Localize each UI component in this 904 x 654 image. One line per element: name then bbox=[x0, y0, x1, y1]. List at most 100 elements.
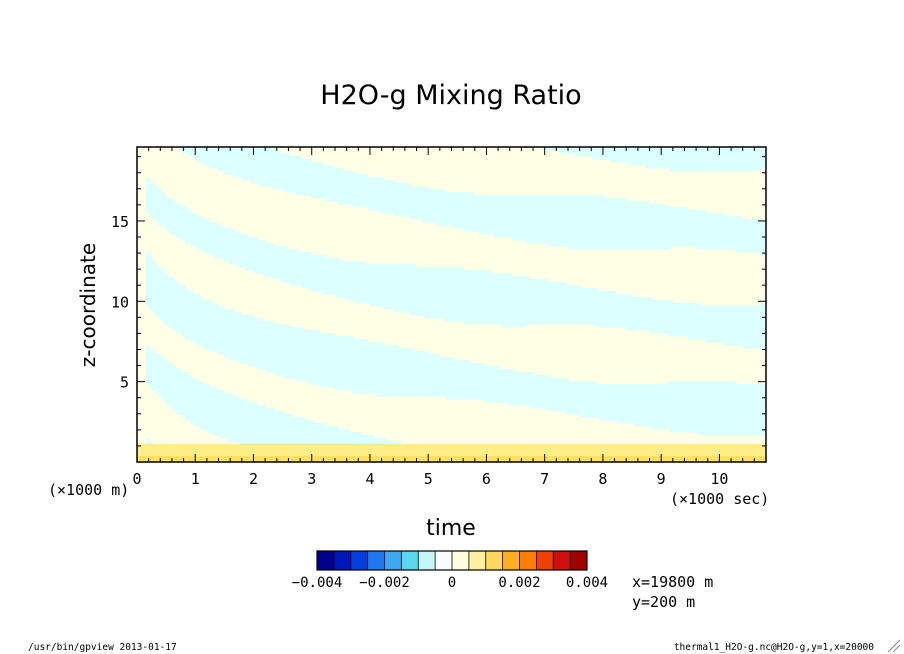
field-cell bbox=[256, 252, 261, 256]
field-cell bbox=[658, 231, 662, 235]
field-cell bbox=[658, 240, 662, 244]
field-cell bbox=[592, 204, 596, 208]
field-cell bbox=[157, 276, 162, 280]
field-cell bbox=[562, 231, 566, 235]
field-cell bbox=[499, 228, 504, 232]
field-cell bbox=[157, 303, 162, 307]
field-cell bbox=[349, 261, 354, 265]
field-cell bbox=[469, 303, 474, 307]
field-cell bbox=[721, 225, 725, 229]
field-cell bbox=[487, 228, 492, 232]
field-cell bbox=[511, 297, 515, 301]
field-cell bbox=[568, 228, 572, 232]
field-cell bbox=[148, 300, 153, 304]
field-cell bbox=[208, 243, 213, 247]
field-cell bbox=[160, 222, 165, 226]
field-cell bbox=[709, 222, 713, 226]
field-cell bbox=[481, 210, 486, 214]
field-cell bbox=[361, 186, 366, 190]
field-cell bbox=[271, 258, 276, 262]
field-cell bbox=[592, 237, 596, 241]
field-cell bbox=[331, 168, 336, 172]
field-cell bbox=[613, 243, 617, 247]
field-cell bbox=[247, 171, 252, 175]
field-cell bbox=[628, 243, 632, 247]
field-cell bbox=[634, 219, 638, 223]
field-cell bbox=[439, 210, 444, 214]
field-cell bbox=[529, 225, 533, 229]
field-cell bbox=[574, 204, 578, 208]
field-cell bbox=[544, 279, 548, 283]
field-cell bbox=[571, 216, 575, 220]
field-cell bbox=[679, 168, 683, 172]
field-cell bbox=[580, 243, 584, 247]
field-cell bbox=[145, 189, 150, 193]
field-cell bbox=[478, 285, 483, 289]
field-cell bbox=[523, 222, 527, 226]
field-cell bbox=[493, 213, 498, 217]
field-cell bbox=[535, 210, 539, 214]
field-cell bbox=[148, 273, 153, 277]
field-cell bbox=[541, 285, 545, 289]
field-cell bbox=[202, 300, 207, 304]
field-cell bbox=[214, 303, 219, 307]
field-cell bbox=[400, 267, 405, 271]
field-cell bbox=[235, 258, 240, 262]
field-cell bbox=[244, 261, 249, 265]
field-cell bbox=[211, 150, 216, 154]
field-cell bbox=[145, 186, 150, 190]
field-cell bbox=[430, 288, 435, 292]
field-cell bbox=[298, 273, 303, 277]
field-cell bbox=[634, 159, 638, 163]
field-cell bbox=[595, 147, 599, 151]
field-cell bbox=[685, 240, 689, 244]
field-cell bbox=[706, 150, 710, 154]
field-cell bbox=[403, 291, 408, 295]
field-cell bbox=[505, 201, 510, 205]
field-cell bbox=[406, 285, 411, 289]
field-cell bbox=[193, 234, 198, 238]
field-cell bbox=[289, 189, 294, 193]
field-cell bbox=[697, 246, 701, 250]
field-cell bbox=[286, 276, 291, 280]
field-cell bbox=[307, 171, 312, 175]
field-cell bbox=[448, 297, 453, 301]
field-cell bbox=[469, 282, 474, 286]
field-cell bbox=[529, 213, 533, 217]
field-cell bbox=[286, 165, 291, 169]
field-cell bbox=[145, 279, 150, 283]
field-cell bbox=[253, 261, 258, 265]
field-cell bbox=[721, 219, 725, 223]
field-cell bbox=[562, 234, 566, 238]
field-cell bbox=[187, 294, 192, 298]
field-cell bbox=[535, 303, 539, 307]
field-cell bbox=[238, 147, 243, 151]
field-cell bbox=[196, 231, 201, 235]
field-cell bbox=[277, 159, 282, 163]
field-cell bbox=[241, 153, 246, 157]
field-cell bbox=[145, 195, 150, 199]
field-cell bbox=[433, 216, 438, 220]
field-cell bbox=[439, 294, 444, 298]
field-cell bbox=[394, 201, 399, 205]
field-cell bbox=[298, 264, 303, 268]
field-cell bbox=[313, 270, 318, 274]
field-cell bbox=[604, 294, 608, 298]
field-cell bbox=[472, 213, 477, 217]
field-cell bbox=[595, 216, 599, 220]
field-cell bbox=[148, 261, 153, 265]
field-cell bbox=[349, 186, 354, 190]
field-cell bbox=[577, 294, 581, 298]
field-cell bbox=[148, 285, 153, 289]
field-cell bbox=[538, 201, 542, 205]
field-cell bbox=[505, 216, 510, 220]
field-cell bbox=[442, 288, 447, 292]
field-cell bbox=[730, 216, 734, 220]
field-cell bbox=[676, 240, 680, 244]
field-cell bbox=[523, 306, 527, 310]
field-cell bbox=[652, 219, 656, 223]
field-cell bbox=[328, 258, 333, 262]
field-cell bbox=[400, 303, 405, 307]
field-cell bbox=[361, 300, 366, 304]
field-cell bbox=[181, 150, 186, 154]
